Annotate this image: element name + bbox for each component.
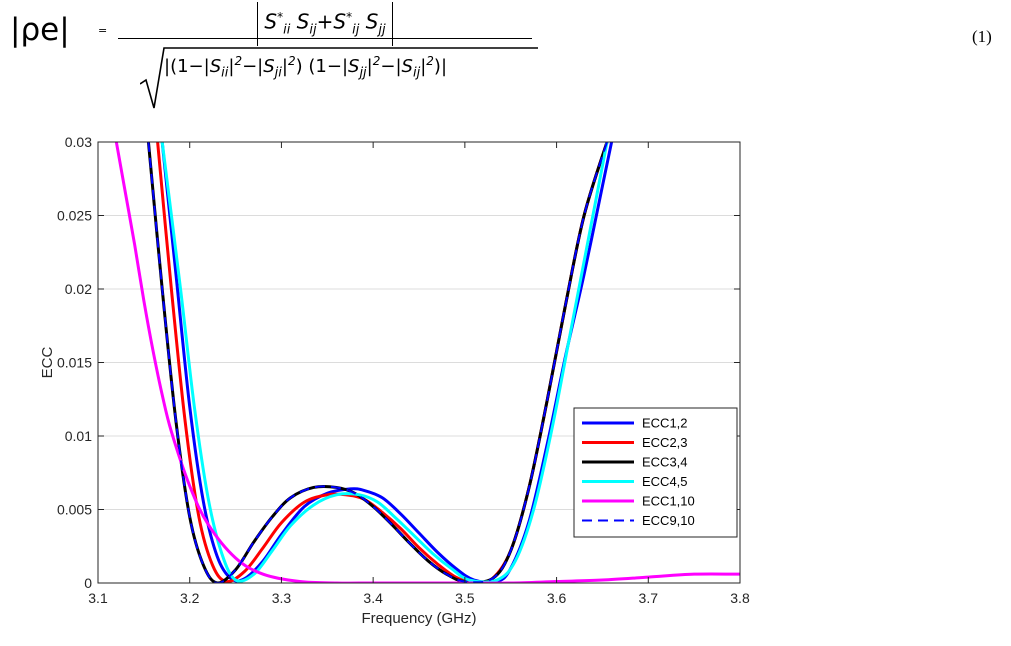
y-tick-label: 0.005 [57,502,92,518]
equation-radicand: |(1−|Sii|2−|Sji|2) (1−|Sjj|2−|Sij|2)| [164,54,448,81]
ecc-equation: |ρe| = S*ii Sij+S*ij Sjj |(1−|Sii|2−|Sji… [0,0,1011,120]
legend-label: ECC4,5 [642,474,688,489]
x-tick-label: 3.5 [455,590,475,606]
equation-fraction: S*ii Sij+S*ij Sjj |(1−|Sii|2−|Sji|2) (1−… [112,2,538,112]
legend-label: ECC1,10 [642,494,695,509]
equation-numerator: S*ii Sij+S*ij Sjj [112,2,538,46]
legend: ECC1,2 ECC2,3 ECC3,4 ECC4,5 ECC1,10 ECC9,10 [573,407,738,538]
legend-box [573,407,738,538]
x-tick-label: 3.3 [272,590,292,606]
legend-label: ECC1,2 [642,416,688,431]
series-line-ecc4-5 [160,142,609,583]
y-tick-label: 0.025 [57,208,92,224]
legend-label: ECC3,4 [642,455,688,470]
y-axis-label: ECC [39,346,56,378]
equation-equals-sign: = [98,24,108,37]
x-tick-label: 3.4 [363,590,383,606]
x-tick-label: 3.2 [180,590,200,606]
series-line-ecc9-10 [147,142,608,583]
series-group [114,142,740,583]
legend-label: ECC9,10 [642,513,695,528]
y-tick-label: 0.015 [57,355,92,371]
y-tick-label: 0.01 [65,428,92,444]
y-tick-label: 0.02 [65,281,92,297]
equation-lhs: |ρe| [10,12,70,48]
equation-fraction-bar [118,38,532,39]
x-tick-label: 3.6 [547,590,567,606]
series-line-ecc1-10 [114,142,740,583]
y-tick-label: 0.03 [65,134,92,150]
x-tick-label: 3.8 [730,590,750,606]
equation-number: (1) [972,27,992,46]
y-tick-label: 0 [84,575,92,591]
x-tick-label: 3.1 [88,590,108,606]
x-axis-label: Frequency (GHz) [361,610,476,627]
x-tick-label: 3.7 [639,590,659,606]
ecc-frequency-chart: 3.1 3.2 3.3 3.4 3.5 3.6 3.7 3.8 0 0.005 0.01 0.015 0… [39,134,750,627]
ticks: 3.1 3.2 3.3 3.4 3.5 3.6 3.7 3.8 0 0.005 0.01 0.015 0… [57,134,750,606]
square-root-sign [140,47,538,109]
legend-label: ECC2,3 [642,435,688,450]
